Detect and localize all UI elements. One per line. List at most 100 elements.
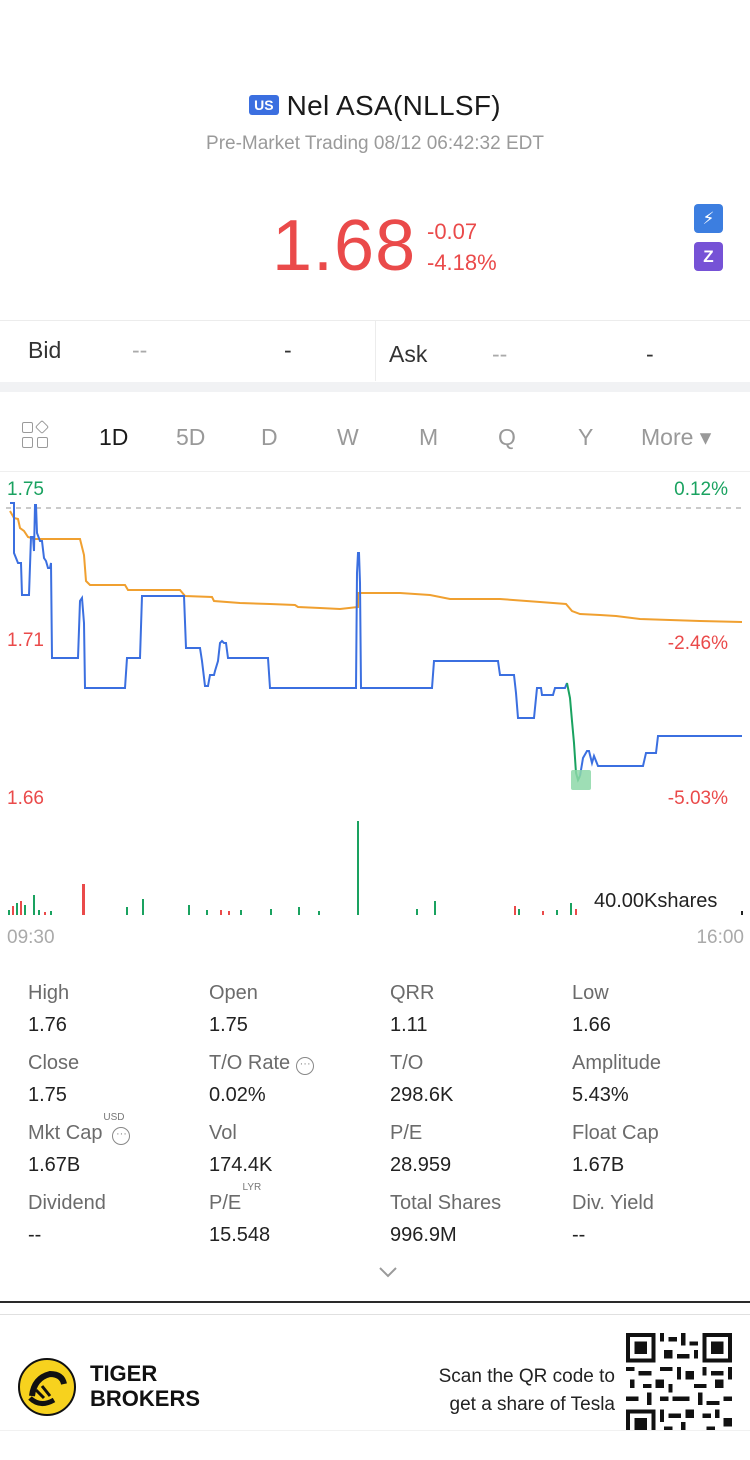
quote-header: US Nel ASA(NLLSF) Pre-Market Trading 08/1… [0,0,750,320]
stat-qrr: QRR 1.11 [390,982,435,1036]
volume-bar [542,911,544,915]
stat-float-cap: Float Cap 1.67B [572,1122,659,1176]
tab-y[interactable]: Y [578,424,594,450]
volume-bar [416,909,418,915]
lyr-sup: LYR [242,1182,262,1193]
currency-sup: USD [103,1112,125,1123]
volume-bar [38,910,40,915]
time-end: 16:00 [696,927,744,948]
lightning-icon[interactable]: ⚡ [694,204,723,233]
volume-bar [741,911,743,915]
price-line [10,502,568,719]
price-line-down [566,682,581,783]
stat-to: T/O 298.6K [390,1052,454,1106]
price-line-tail [579,735,742,777]
volume-bar [220,910,222,915]
tiger-logo-icon [18,1358,76,1416]
layout-grid-icon[interactable] [22,419,50,450]
tab-5d[interactable]: 5D [176,424,206,450]
stats-grid: High 1.76 Open 1.75 QRR 1.11 Low 1.66 Close 1… [0,978,750,1268]
volume-bar [518,909,520,915]
volume-bar [228,911,230,915]
volume-bar [8,910,10,915]
volume-bar [188,905,190,915]
volume-bar [12,906,14,915]
ask-size: - [646,341,654,367]
avg-price-line [9,510,743,623]
change-absolute: -0.07 [427,219,478,244]
volume-bar [575,909,577,915]
stock-title: US Nel ASA(NLLSF) [0,90,750,122]
divider [375,321,376,381]
y-pct-bottom: -5.03% [667,788,728,809]
volume-bar [50,911,52,915]
share-footer: TIGER BROKERS Scan the QR code to get a … [0,1314,750,1439]
stat-pe-lyr: P/E LYR 15.548 [209,1182,271,1246]
stock-name: Nel ASA(NLLSF) [286,90,501,121]
time-start: 09:30 [7,927,55,948]
volume-bar [570,903,572,915]
stat-open: Open 1.75 [209,982,258,1036]
ask-price: -- [492,341,508,367]
volume-bar [16,903,18,915]
volume-scale-label: 40.00Kshares [594,890,718,912]
volume-bar [514,906,516,915]
last-price: 1.68 [272,206,417,286]
volume-bar [298,907,300,915]
info-icon[interactable]: ··· [296,1057,315,1075]
market-badge: US [249,95,279,115]
tab-1d[interactable]: 1D [99,424,129,450]
section-separator [0,382,750,392]
volume-bar [126,907,128,915]
stat-mkt-cap: Mkt Cap USD ··· 1.67B [28,1112,208,1177]
stat-total-shares: Total Shares 996.9M [390,1192,502,1246]
volume-bar [434,901,436,915]
stat-div-yield: Div. Yield -- [572,1192,654,1246]
change-percent: -4.18% [427,250,497,275]
stat-amplitude: Amplitude 5.43% [572,1052,661,1106]
stat-dividend: Dividend -- [28,1192,106,1246]
y-label-bottom: 1.66 [7,788,44,809]
bid-size: - [284,337,292,363]
ask-label: Ask [389,341,428,367]
volume-bar [24,905,26,915]
volume-bar [357,821,359,915]
volume-bar [142,899,144,915]
volume-bar [82,884,85,915]
brand-name: TIGER BROKERS [90,1361,201,1411]
y-pct-top: 0.12% [674,479,728,500]
bid-ask-bar: Bid -- - Ask -- - [0,320,750,382]
volume-bar [240,910,242,915]
tab-d[interactable]: D [261,424,278,450]
volume-bar [44,912,46,915]
qr-code-icon [626,1333,732,1439]
intraday-chart[interactable]: 1.75 1.71 1.66 0.12% -2.46% -5.03% 40.00… [0,473,750,953]
volume-bar [318,911,320,915]
z-icon[interactable]: Z [694,242,723,271]
divider [0,1301,750,1303]
stat-close: Close 1.75 [28,1052,80,1106]
volume-bars [8,821,743,915]
stat-high: High 1.76 [28,982,70,1036]
tab-q[interactable]: Q [498,424,516,450]
volume-bar [20,901,22,915]
tab-m[interactable]: M [419,424,439,450]
y-label-mid: 1.71 [7,630,44,651]
stat-to-rate: T/O Rate ··· 0.02% [209,1052,389,1107]
bid-label: Bid [28,337,62,363]
volume-bar [556,910,558,915]
stat-low: Low 1.66 [572,982,611,1036]
chart-svg [6,502,743,915]
chevron-down-icon[interactable] [378,1262,398,1285]
stat-vol: Vol 174.4K [209,1122,273,1176]
stat-pe: P/E 28.959 [390,1122,452,1176]
low-marker [571,770,591,790]
volume-bar [270,909,272,915]
price-change: -0.07 -4.18% [427,216,497,278]
volume-bar [206,910,208,915]
tab-more[interactable]: More ▾ [641,424,712,450]
info-icon[interactable]: ··· [112,1127,131,1145]
tab-w[interactable]: W [337,424,359,450]
market-status: Pre-Market Trading 08/12 06:42:32 EDT [206,133,544,154]
y-pct-mid: -2.46% [667,633,728,654]
